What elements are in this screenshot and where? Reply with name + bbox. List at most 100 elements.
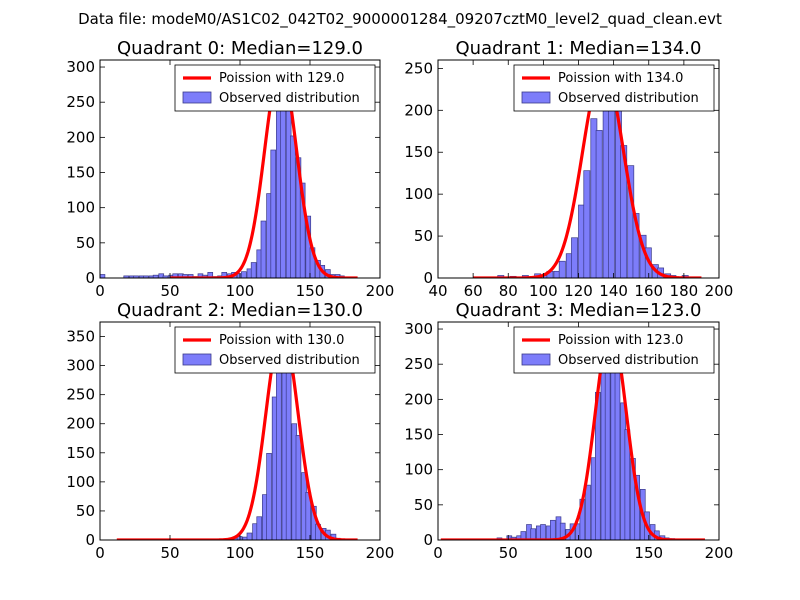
x-tick-label: 80 <box>499 282 518 300</box>
y-tick-label: 100 <box>66 199 95 217</box>
legend-label-poisson: Poission with 134.0 <box>558 71 683 86</box>
y-tick-label: 0 <box>423 531 433 549</box>
histogram-bar <box>295 435 302 540</box>
y-tick-label: 200 <box>404 101 433 119</box>
x-tick-label: 150 <box>296 544 325 562</box>
x-tick-label: 60 <box>464 282 483 300</box>
y-tick-label: 150 <box>404 426 433 444</box>
x-tick-label: 100 <box>529 282 558 300</box>
histogram-bar <box>207 272 214 278</box>
y-tick-label: 300 <box>66 357 95 375</box>
x-tick-label: 200 <box>705 544 734 562</box>
y-tick-label: 200 <box>66 415 95 433</box>
legend-box <box>513 64 715 112</box>
legend-label-observed: Observed distribution <box>558 353 699 368</box>
histogram-bar <box>221 272 228 278</box>
x-tick-label: 120 <box>564 282 593 300</box>
legend-patch-swatch <box>521 91 551 104</box>
histogram-bar <box>290 135 296 278</box>
histogram-bar <box>558 260 566 278</box>
x-tick-label: 180 <box>670 282 699 300</box>
legend-patch-swatch <box>521 353 551 366</box>
y-tick-label: 50 <box>414 227 433 245</box>
legend-label-observed: Observed distribution <box>219 91 360 106</box>
subplot-title: Quadrant 1: Median=134.0 <box>456 38 702 59</box>
legend-patch-swatch <box>182 91 212 104</box>
subplot-quadrant-0: Quadrant 0: Median=129.0 0 50 100 150 200 0 50 1… <box>66 38 394 300</box>
x-tick-label: 160 <box>634 282 663 300</box>
y-tick-label: 200 <box>404 390 433 408</box>
histogram-bar <box>260 220 267 278</box>
subplot-title: Quadrant 0: Median=129.0 <box>117 38 363 59</box>
x-tick-label: 200 <box>366 544 395 562</box>
subplot-quadrant-3: Quadrant 3: Median=123.0 0 50 100 150 200 0 50 1… <box>404 300 733 562</box>
x-tick-label: 150 <box>296 282 325 300</box>
y-tick-label: 0 <box>423 269 433 287</box>
poisson-curve <box>116 327 359 540</box>
histogram-bar <box>285 359 292 540</box>
x-tick-label: 150 <box>634 544 663 562</box>
histogram-bar <box>540 524 546 540</box>
x-tick-label: 40 <box>428 282 447 300</box>
y-tick-label: 250 <box>66 386 95 404</box>
y-tick-label: 0 <box>85 269 95 287</box>
x-tick-label: 0 <box>433 544 443 562</box>
histogram-bar <box>595 130 603 278</box>
histogram-bar <box>100 274 106 278</box>
histogram-bar <box>270 149 277 278</box>
x-tick-label: 100 <box>226 544 255 562</box>
x-tick-label: 140 <box>599 282 628 300</box>
y-tick-label: 100 <box>404 461 433 479</box>
y-tick-label: 250 <box>404 355 433 373</box>
histogram-bar <box>608 94 615 278</box>
histogram-bar <box>152 274 159 278</box>
histogram-bar <box>256 516 263 540</box>
legend-patch-swatch <box>182 353 212 366</box>
x-tick-label: 100 <box>564 544 593 562</box>
y-tick-label: 0 <box>85 531 95 549</box>
histogram-bar <box>299 182 306 278</box>
y-tick-label: 150 <box>66 444 95 462</box>
y-tick-label: 100 <box>66 473 95 491</box>
subplot-title: Quadrant 2: Median=130.0 <box>117 300 363 321</box>
x-tick-label: 0 <box>95 544 105 562</box>
legend-label-poisson: Poission with 130.0 <box>219 333 344 348</box>
legend-label-poisson: Poission with 129.0 <box>219 71 344 86</box>
y-tick-label: 250 <box>66 93 95 111</box>
y-tick-label: 100 <box>404 185 433 203</box>
figure-suptitle: Data file: modeM0/AS1C02_042T02_90000012… <box>78 10 722 29</box>
x-tick-label: 50 <box>160 544 179 562</box>
histogram-bar <box>583 170 591 278</box>
legend-label-poisson: Poission with 123.0 <box>558 333 683 348</box>
poisson-curve <box>169 65 359 278</box>
histogram-bar <box>530 528 536 540</box>
y-tick-label: 150 <box>404 143 433 161</box>
histogram-bar <box>604 355 611 540</box>
histogram-bar <box>246 532 253 540</box>
histogram-bar <box>585 484 591 540</box>
histogram-bar <box>632 213 640 278</box>
y-tick-label: 250 <box>404 59 433 77</box>
legend-label-observed: Observed distribution <box>219 353 360 368</box>
x-tick-label: 50 <box>499 544 518 562</box>
subplot-quadrant-2: Quadrant 2: Median=130.0 0 50 100 150 200 0 50 1… <box>66 300 394 562</box>
histogram-bar <box>571 237 578 278</box>
y-tick-label: 350 <box>66 328 95 346</box>
subplot-title: Quadrant 3: Median=123.0 <box>456 300 702 321</box>
x-tick-label: 50 <box>160 282 179 300</box>
histogram-bar <box>280 99 286 278</box>
y-tick-label: 300 <box>66 58 95 76</box>
histogram-bar <box>550 519 556 540</box>
x-tick-label: 200 <box>705 282 734 300</box>
x-tick-label: 200 <box>366 282 395 300</box>
y-tick-label: 300 <box>404 320 433 338</box>
plot-area <box>440 327 706 540</box>
y-tick-label: 150 <box>66 164 95 182</box>
histogram-bar <box>241 271 247 278</box>
x-tick-label: 100 <box>226 282 255 300</box>
poisson-curve <box>440 327 706 540</box>
x-tick-label: 0 <box>95 282 105 300</box>
histogram-bar <box>266 453 272 540</box>
legend-label-observed: Observed distribution <box>558 91 699 106</box>
